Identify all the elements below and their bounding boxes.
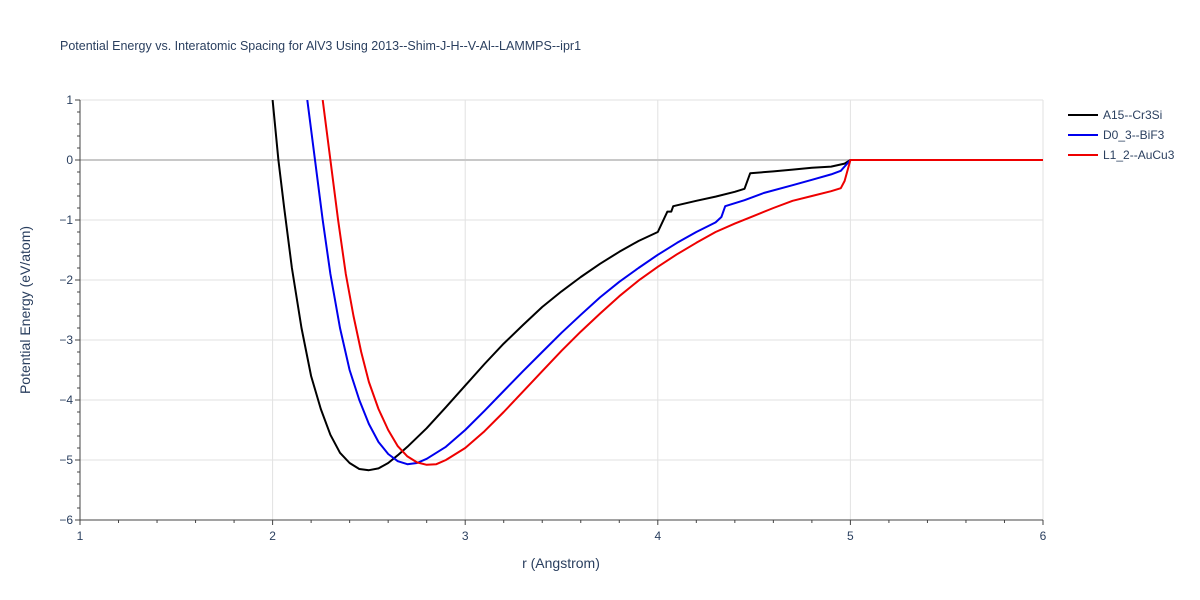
- y-tick-label: 1: [66, 93, 73, 107]
- y-axis-title: Potential Energy (eV/atom): [17, 226, 33, 394]
- series-line-0: [271, 100, 1043, 472]
- legend-item-1[interactable]: D0_3--BiF3: [1068, 128, 1165, 142]
- x-tick-label: 3: [462, 529, 469, 543]
- legend[interactable]: A15--Cr3Si D0_3--BiF3 L1_2--AuCu3: [1068, 108, 1175, 162]
- y-tick-label: 0: [66, 153, 73, 167]
- x-tick-label: 4: [654, 529, 661, 543]
- y-tick-label: −1: [59, 213, 73, 227]
- y-tick-label: −5: [59, 453, 73, 467]
- y-tick-label: −4: [59, 393, 73, 407]
- chart-title: Potential Energy vs. Interatomic Spacing…: [60, 39, 581, 53]
- plot-area: [271, 100, 1043, 472]
- legend-label: A15--Cr3Si: [1103, 108, 1162, 122]
- legend-label: D0_3--BiF3: [1103, 128, 1165, 142]
- y-tick-label: −2: [59, 273, 73, 287]
- legend-item-2[interactable]: L1_2--AuCu3: [1068, 148, 1175, 162]
- y-tick-label: −6: [59, 513, 73, 527]
- axes: [75, 99, 1044, 525]
- series-line-2: [321, 100, 1043, 466]
- x-tick-label: 2: [269, 529, 276, 543]
- x-tick-label: 1: [77, 529, 84, 543]
- x-tick-label: 5: [847, 529, 854, 543]
- tick-labels: 1 2 3 4 5 6 1 0 −1 −2 −3 −4 −5 −6: [59, 93, 1046, 543]
- x-axis-title: r (Angstrom): [522, 555, 600, 571]
- y-tick-label: −3: [59, 333, 73, 347]
- x-tick-label: 6: [1040, 529, 1047, 543]
- grid: [80, 99, 1044, 520]
- legend-label: L1_2--AuCu3: [1103, 148, 1175, 162]
- series-line-1: [306, 100, 1043, 466]
- legend-item-0[interactable]: A15--Cr3Si: [1068, 108, 1162, 122]
